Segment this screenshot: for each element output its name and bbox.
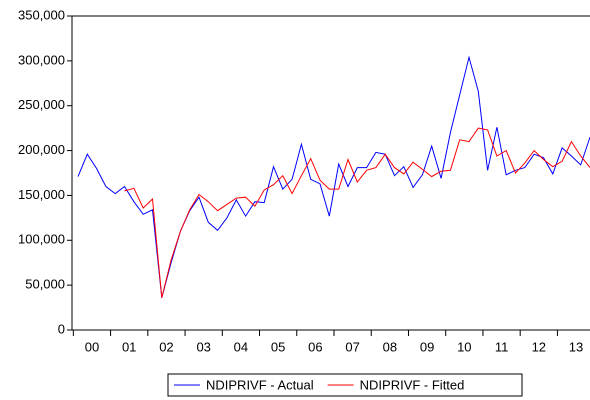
x-tick-label: 01: [122, 339, 136, 354]
x-tick-label: 13: [569, 339, 583, 354]
legend-label: NDIPRIVF - Fitted: [360, 377, 465, 392]
x-tick-label: 00: [85, 339, 99, 354]
x-tick-label: 09: [420, 339, 434, 354]
x-tick-label: 06: [308, 339, 322, 354]
x-tick-label: 04: [234, 339, 248, 354]
x-tick-label: 07: [345, 339, 359, 354]
x-tick-label: 08: [383, 339, 397, 354]
x-tick-label: 10: [457, 339, 471, 354]
y-tick-label: 200,000: [18, 142, 65, 157]
x-tick-label: 03: [196, 339, 210, 354]
y-tick-label: 0: [58, 321, 65, 336]
series-line: [124, 127, 590, 298]
x-tick-label: 11: [495, 339, 509, 354]
x-tick-label: 12: [532, 339, 546, 354]
y-tick-label: 50,000: [25, 277, 65, 292]
series-line: [77, 55, 590, 298]
y-tick-label: 150,000: [18, 187, 65, 202]
y-tick-label: 250,000: [18, 97, 65, 112]
y-tick-label: 350,000: [18, 7, 65, 22]
y-tick-label: 100,000: [18, 232, 65, 247]
x-tick-label: 05: [271, 339, 285, 354]
legend-label: NDIPRIVF - Actual: [206, 377, 314, 392]
y-tick-label: 300,000: [18, 52, 65, 67]
x-tick-label: 02: [159, 339, 173, 354]
